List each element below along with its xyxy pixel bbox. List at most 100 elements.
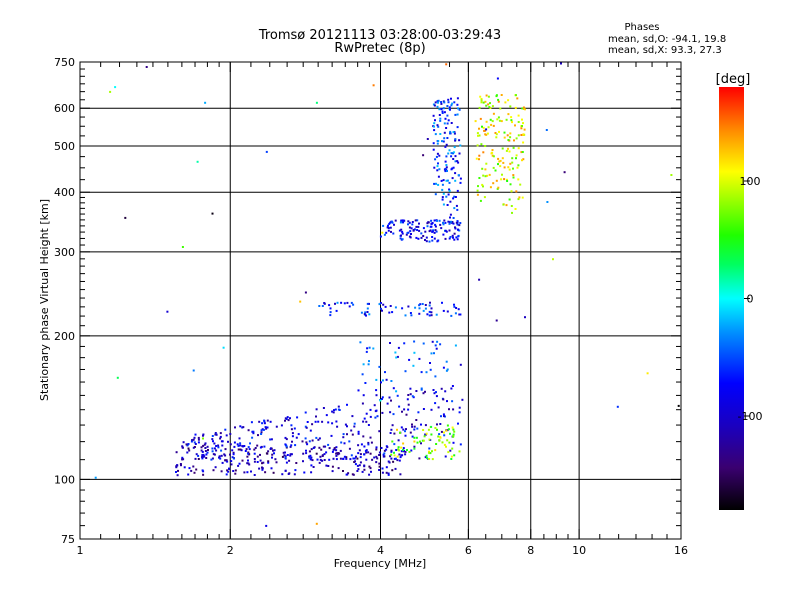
data-point — [496, 77, 499, 80]
data-point — [109, 90, 112, 93]
data-point — [224, 459, 227, 462]
data-point — [521, 118, 523, 121]
data-point — [190, 440, 193, 443]
data-point — [241, 426, 244, 429]
data-point — [496, 187, 499, 190]
data-point — [403, 408, 406, 411]
data-point — [442, 413, 445, 416]
data-point — [367, 424, 370, 426]
data-point — [422, 227, 425, 230]
data-point — [201, 454, 204, 457]
data-point — [203, 443, 206, 446]
colorbar-ticks: 100 0 -100 — [738, 175, 763, 423]
data-point — [451, 447, 454, 450]
data-point — [487, 126, 490, 129]
data-point — [486, 174, 489, 177]
data-point — [200, 449, 203, 452]
data-point — [441, 198, 444, 201]
data-point — [274, 458, 277, 461]
data-point — [521, 159, 523, 162]
data-point — [345, 457, 348, 460]
data-point — [417, 411, 420, 414]
data-point — [435, 395, 438, 398]
data-point — [407, 305, 410, 308]
data-point — [441, 196, 444, 199]
data-point — [206, 451, 209, 454]
data-point — [327, 443, 330, 446]
data-point — [515, 94, 517, 97]
data-point — [420, 423, 422, 426]
data-point — [239, 448, 242, 451]
data-point — [248, 463, 251, 466]
data-point — [193, 441, 196, 444]
data-point — [356, 464, 359, 467]
data-point — [482, 151, 485, 154]
y-tick-label: 500 — [54, 140, 75, 153]
data-point — [450, 104, 453, 107]
data-point — [419, 303, 422, 306]
data-point — [447, 119, 450, 122]
data-point — [430, 307, 433, 310]
data-point — [204, 101, 207, 104]
data-point — [364, 311, 367, 314]
data-point — [258, 467, 261, 470]
data-point — [422, 439, 425, 442]
data-point — [266, 419, 269, 422]
data-point — [479, 95, 482, 98]
data-point — [446, 424, 449, 427]
data-point — [520, 134, 523, 136]
data-point — [396, 459, 399, 462]
data-point — [503, 131, 506, 134]
data-point — [441, 110, 444, 113]
data-point — [271, 456, 273, 459]
y-tick-label: 75 — [61, 533, 75, 546]
data-point — [454, 172, 457, 175]
data-point — [445, 179, 448, 182]
data-point — [489, 186, 492, 189]
colorbar-label: [deg] — [716, 72, 751, 87]
data-point — [185, 443, 188, 446]
data-point — [452, 151, 455, 154]
data-point — [443, 443, 446, 446]
data-point — [434, 193, 437, 196]
data-point — [193, 436, 196, 439]
data-point — [415, 236, 418, 239]
data-point — [385, 448, 388, 451]
data-point — [450, 155, 453, 158]
data-point — [501, 147, 504, 150]
data-point — [237, 444, 240, 447]
data-point — [406, 449, 408, 451]
data-point — [417, 237, 420, 240]
data-point — [448, 188, 451, 191]
data-point — [398, 449, 400, 452]
data-point — [401, 307, 404, 310]
data-point — [432, 142, 435, 145]
data-point — [447, 152, 450, 155]
data-point — [194, 443, 197, 445]
data-point — [389, 226, 392, 229]
data-point — [437, 183, 440, 186]
data-point — [435, 443, 438, 445]
data-point — [225, 473, 228, 476]
data-point — [424, 390, 426, 393]
data-point — [360, 443, 363, 446]
data-point — [221, 461, 224, 464]
data-point — [424, 456, 427, 459]
data-point — [446, 439, 449, 442]
data-point — [335, 446, 338, 449]
data-point — [495, 95, 498, 98]
data-point — [436, 428, 438, 431]
data-point — [331, 450, 334, 453]
data-point — [375, 455, 378, 458]
data-point — [342, 436, 345, 439]
data-point — [417, 225, 420, 228]
data-point — [390, 230, 392, 233]
data-point — [407, 408, 410, 411]
data-point — [176, 474, 179, 477]
data-point — [267, 460, 270, 463]
data-point — [114, 86, 117, 89]
data-point — [416, 441, 419, 444]
data-point — [443, 131, 446, 134]
data-point — [380, 398, 383, 400]
data-point — [437, 175, 440, 178]
